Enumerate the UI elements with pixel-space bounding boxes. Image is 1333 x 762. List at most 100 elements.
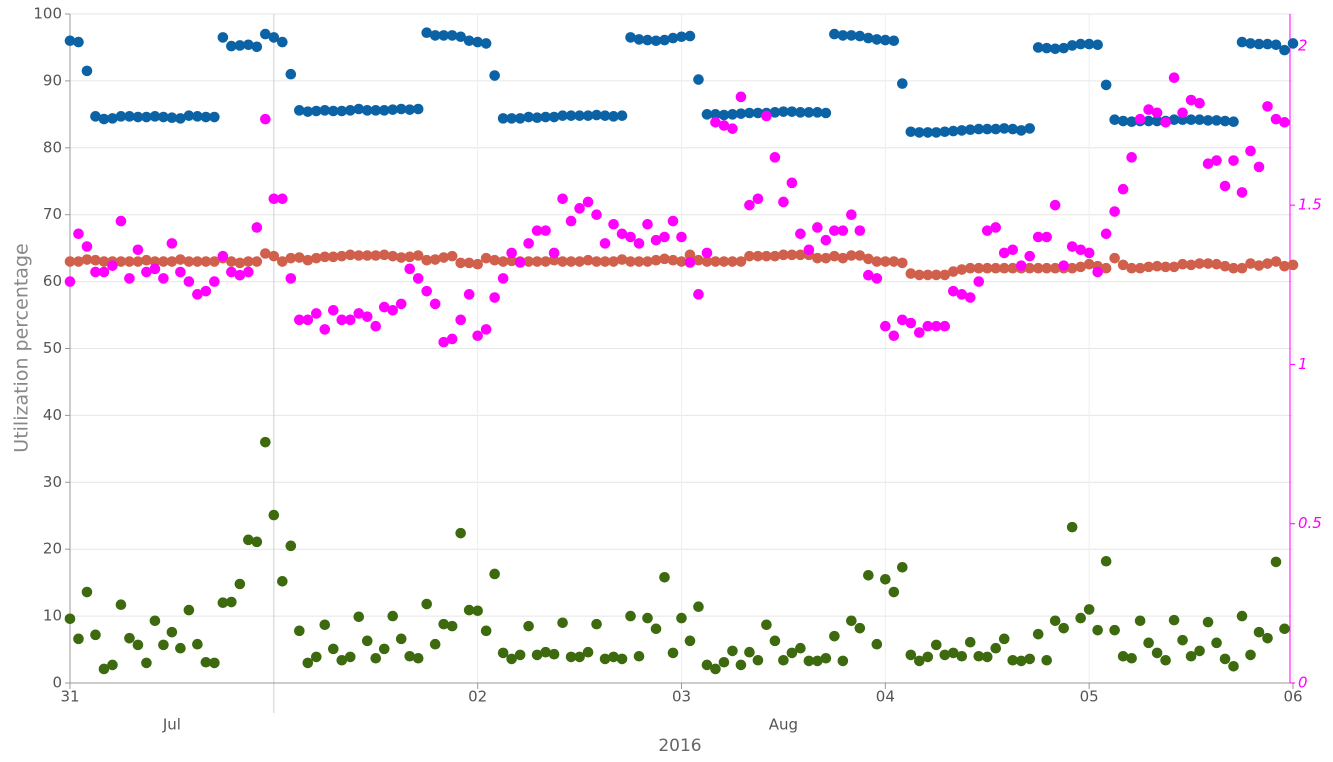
- data-point: [285, 68, 297, 80]
- data-point: [124, 273, 135, 284]
- data-point: [1168, 114, 1180, 126]
- data-point: [1211, 115, 1222, 126]
- data-point: [73, 36, 84, 48]
- data-point: [319, 619, 331, 631]
- data-point: [998, 247, 1010, 259]
- data-point: [1092, 624, 1103, 636]
- data-point: [998, 633, 1010, 645]
- data-point: [370, 320, 382, 332]
- data-point: [1185, 259, 1197, 271]
- data-point: [905, 268, 917, 279]
- data-point: [786, 647, 798, 659]
- data-point: [616, 228, 628, 240]
- data-point: [897, 78, 908, 89]
- data-point: [1262, 101, 1273, 112]
- data-point: [251, 536, 263, 548]
- data-point: [1126, 116, 1137, 128]
- data-point: [854, 30, 866, 42]
- data-point: [854, 622, 866, 634]
- data-point: [1049, 262, 1061, 274]
- data-point: [633, 650, 645, 662]
- data-point: [302, 106, 314, 117]
- data-point: [421, 27, 433, 39]
- data-point: [1126, 262, 1137, 274]
- data-point: [956, 125, 968, 136]
- data-point: [472, 605, 483, 617]
- data-point: [107, 659, 118, 671]
- data-point: [701, 109, 713, 120]
- data-point: [1168, 72, 1180, 84]
- data-point: [1032, 628, 1044, 640]
- data-point: [1219, 260, 1231, 272]
- data-point: [463, 289, 475, 300]
- data-point: [361, 635, 373, 647]
- data-point: [693, 601, 704, 613]
- data-point: [718, 109, 730, 121]
- data-point: [829, 28, 840, 40]
- data-point: [591, 209, 602, 220]
- data-point: [998, 262, 1010, 274]
- data-point: [404, 263, 416, 275]
- month-label: Jul: [162, 716, 181, 734]
- data-point: [608, 218, 619, 230]
- data-point: [260, 248, 271, 259]
- data-point: [582, 196, 594, 208]
- data-point: [1287, 38, 1299, 49]
- data-point: [446, 250, 458, 262]
- data-point: [260, 436, 271, 448]
- data-point: [557, 110, 568, 121]
- y-tick-label: 0: [52, 674, 62, 692]
- data-point: [64, 35, 76, 47]
- data-point: [319, 251, 331, 263]
- data-point: [81, 586, 93, 598]
- data-point: [939, 649, 951, 661]
- data-point: [336, 654, 348, 666]
- data-point: [132, 639, 144, 651]
- y-tick-label: 90: [43, 71, 62, 89]
- data-point: [192, 111, 203, 122]
- data-point: [370, 652, 382, 664]
- data-point: [1100, 262, 1112, 274]
- data-point: [81, 65, 93, 77]
- data-point: [243, 256, 254, 267]
- data-point: [234, 269, 246, 281]
- data-point: [956, 264, 968, 275]
- data-point: [710, 109, 721, 120]
- data-point: [446, 333, 458, 345]
- data-point: [701, 659, 713, 671]
- data-point: [234, 40, 246, 51]
- data-point: [973, 650, 985, 662]
- data-point: [1134, 262, 1146, 274]
- data-point: [625, 610, 636, 622]
- data-point: [930, 127, 942, 138]
- data-point: [1083, 247, 1095, 259]
- data-point: [837, 252, 849, 264]
- data-point: [837, 655, 849, 667]
- data-point: [880, 320, 891, 332]
- data-point: [149, 256, 161, 267]
- data-point: [795, 642, 806, 654]
- data-point: [200, 111, 212, 123]
- data-point: [149, 615, 161, 627]
- data-point: [820, 252, 832, 264]
- data-point: [310, 105, 322, 117]
- data-point: [897, 561, 908, 573]
- data-point: [1100, 79, 1112, 91]
- data-point: [693, 254, 704, 266]
- data-point: [1160, 654, 1171, 666]
- data-point: [327, 251, 339, 263]
- data-point: [64, 613, 76, 625]
- data-point: [981, 123, 993, 135]
- data-point: [1228, 116, 1239, 128]
- data-point: [294, 105, 305, 116]
- y2-tick-label: 2: [1298, 36, 1308, 54]
- data-point: [548, 111, 560, 123]
- data-point: [778, 654, 789, 666]
- data-point: [786, 177, 798, 189]
- data-point: [336, 105, 348, 117]
- data-point: [846, 615, 857, 627]
- data-point: [735, 108, 747, 119]
- y-tick-label: 20: [43, 540, 62, 558]
- data-point: [1245, 145, 1256, 157]
- data-point: [574, 110, 585, 121]
